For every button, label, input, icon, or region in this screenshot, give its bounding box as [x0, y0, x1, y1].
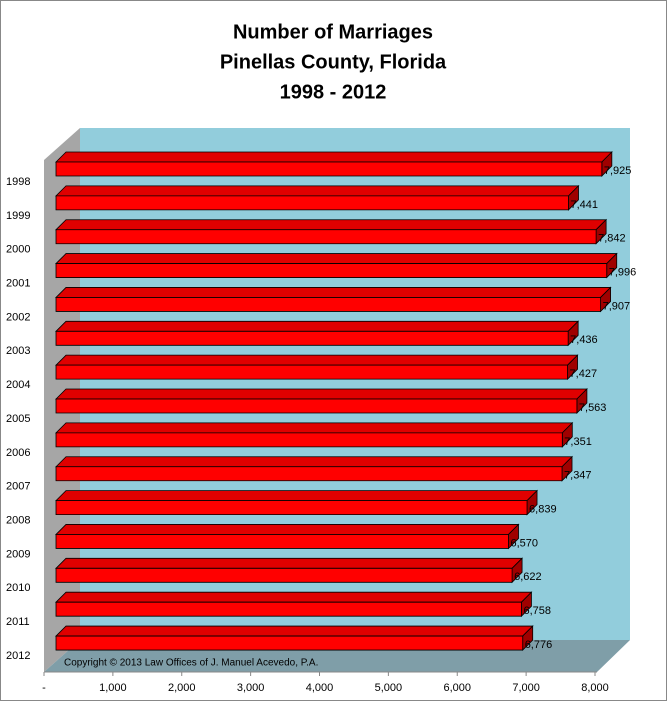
chart-title: Pinellas County, Florida	[220, 51, 447, 73]
value-label: 7,842	[598, 233, 626, 245]
y-tick-label: 2005	[6, 413, 30, 425]
bar-top	[55, 524, 520, 535]
y-tick-label: 2012	[6, 650, 30, 662]
bar	[55, 286, 612, 313]
value-label: 6,570	[511, 537, 539, 549]
x-tick-label: 1,000	[99, 682, 127, 694]
bar-front	[55, 534, 509, 549]
value-label: 7,996	[609, 266, 637, 278]
value-label: 6,839	[529, 504, 557, 516]
y-tick-label: 2004	[6, 379, 30, 391]
y-tick-label: 2001	[6, 277, 30, 289]
bar-front	[55, 161, 603, 177]
bar-top	[55, 219, 608, 231]
x-tick-label: -	[42, 682, 46, 694]
bar-top	[55, 354, 579, 366]
bar-top	[55, 625, 534, 637]
y-tick-label: 1998	[6, 176, 30, 188]
bar-front	[55, 398, 578, 414]
bar-front	[55, 567, 513, 583]
bar	[55, 354, 579, 381]
bar	[55, 455, 573, 482]
chart-title: 1998 - 2012	[280, 81, 387, 103]
value-label: 7,441	[570, 199, 598, 211]
value-label: 7,427	[570, 368, 598, 380]
bar-front	[55, 364, 568, 380]
value-label: 7,925	[604, 165, 632, 177]
y-tick-label: 2010	[6, 582, 30, 594]
y-tick-label: 2011	[6, 616, 30, 628]
bar	[55, 320, 580, 347]
bar-top	[55, 456, 573, 468]
y-tick-label: 2009	[6, 548, 30, 560]
bar-top	[55, 422, 574, 434]
value-label: 6,622	[514, 571, 542, 583]
bar	[55, 218, 608, 245]
chart-title: Number of Marriages	[233, 21, 433, 43]
x-tick-label: 3,000	[237, 682, 265, 694]
bar-front	[55, 297, 601, 312]
bar-front	[55, 263, 608, 278]
y-tick-label: 1999	[6, 210, 30, 222]
bar	[55, 184, 580, 211]
y-tick-label: 2006	[6, 447, 30, 459]
bar-top	[55, 388, 588, 400]
bar	[55, 591, 533, 618]
bar-front	[55, 330, 569, 346]
bar-front	[55, 601, 522, 617]
y-tick-label: 2002	[6, 311, 30, 323]
bar-top	[55, 287, 612, 298]
bar	[55, 388, 588, 414]
x-tick-label: 2,000	[168, 682, 196, 694]
bar-top	[55, 320, 580, 332]
bar	[55, 421, 574, 448]
value-label: 6,776	[525, 639, 553, 651]
bar	[55, 489, 539, 516]
value-label: 7,563	[579, 402, 607, 414]
bar	[55, 523, 520, 550]
bar-front	[55, 432, 563, 448]
bar-front	[55, 466, 563, 482]
bar-top	[55, 557, 524, 569]
bar	[55, 151, 613, 177]
bar-top	[55, 151, 613, 163]
y-tick-label: 2003	[6, 345, 30, 357]
bar-top	[55, 253, 618, 264]
x-tick-label: 7,000	[512, 682, 540, 694]
x-tick-label: 4,000	[306, 682, 334, 694]
bar-front	[55, 229, 597, 245]
value-label: 7,436	[570, 334, 598, 346]
value-label: 7,351	[564, 436, 592, 448]
y-tick-label: 2007	[6, 481, 30, 493]
bar	[55, 252, 618, 279]
x-tick-label: 6,000	[443, 682, 471, 694]
bar-front	[55, 195, 569, 211]
bar-top	[55, 591, 533, 603]
y-tick-label: 2008	[6, 515, 30, 527]
bar-top	[55, 490, 539, 502]
copyright: Copyright © 2013 Law Offices of J. Manue…	[64, 658, 318, 669]
bar	[55, 625, 534, 652]
bar-front	[55, 635, 524, 651]
y-tick-label: 2000	[6, 244, 30, 256]
bar-top	[55, 185, 580, 197]
value-label: 7,347	[564, 470, 592, 482]
bar-front	[55, 500, 528, 515]
bar	[55, 557, 524, 584]
x-tick-label: 5,000	[375, 682, 403, 694]
x-tick-label: 8,000	[581, 682, 609, 694]
value-label: 6,758	[523, 605, 551, 617]
value-label: 7,907	[603, 300, 631, 312]
